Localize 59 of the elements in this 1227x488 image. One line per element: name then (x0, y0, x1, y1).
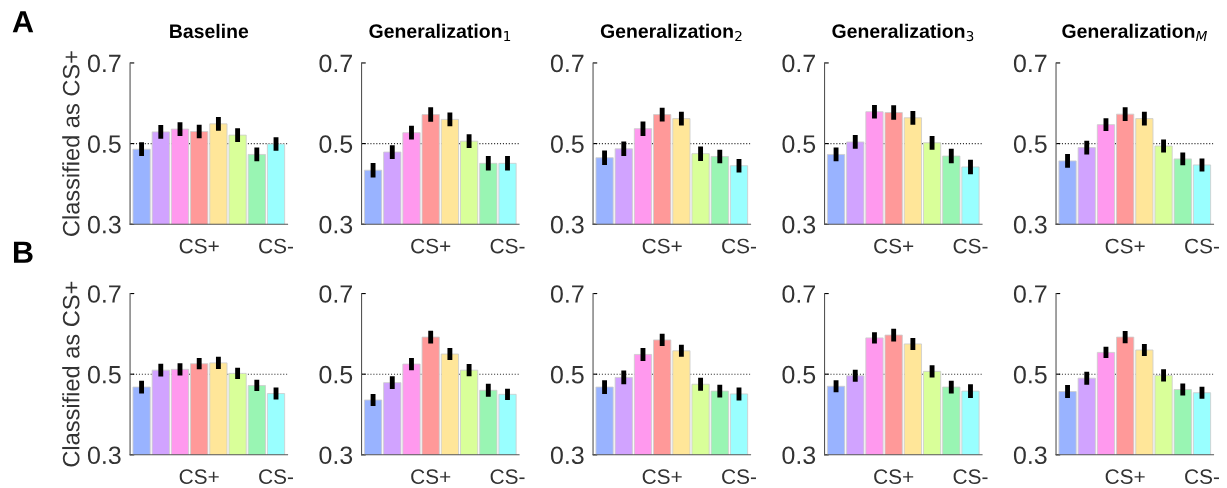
y-tick-label: 0.3 (87, 446, 121, 465)
y-tick-label: 0.7 (87, 285, 121, 303)
text: A (12, 11, 34, 33)
x-tick-label: CS+ (411, 469, 451, 485)
y-tick-label: 0.3 (319, 446, 353, 465)
x-tick-label: CS+ (642, 469, 682, 485)
chart-title: Baseline (170, 23, 249, 39)
x-tick-label: CS- (490, 238, 525, 254)
x-tick-label: CS+ (642, 238, 682, 254)
chart-title: Generalization$_{M}$ (1062, 23, 1208, 42)
y-tick-label: 0.7 (87, 54, 121, 73)
y-tick-label: 0.5 (550, 365, 584, 384)
x-tick-label: CS- (722, 469, 757, 485)
x-tick-label: CS- (259, 238, 294, 254)
y-tick-label: 0.7 (1013, 54, 1047, 73)
y-tick-label: 0.3 (87, 215, 121, 234)
x-tick-label: CS+ (1105, 238, 1145, 254)
x-tick-label: CS- (953, 238, 988, 254)
x-tick-label: CS+ (874, 238, 914, 254)
y-tick-label: 0.5 (782, 365, 816, 384)
y-tick-label: 0.5 (782, 135, 816, 153)
y-tick-label: 0.7 (550, 54, 584, 73)
y-tick-label: 0.5 (87, 135, 121, 153)
y-tick-label: 0.5 (1013, 365, 1047, 384)
x-tick-label: CS- (953, 469, 988, 485)
x-tick-label: CS+ (874, 469, 914, 485)
x-tick-label: CS+ (179, 469, 219, 485)
y-tick-label: 0.3 (782, 215, 816, 234)
y-tick-label: 0.3 (1013, 215, 1047, 234)
y-tick-label: 0.3 (550, 215, 584, 234)
text: B (13, 241, 33, 263)
x-tick-label: CS- (1185, 238, 1219, 254)
y-tick-label: 0.7 (782, 285, 815, 303)
y-tick-label: 0.5 (87, 365, 121, 384)
y-tick-label: 0.5 (319, 365, 353, 384)
x-tick-label: CS+ (179, 238, 219, 254)
y-axis-title: Classified as CS+ (62, 281, 80, 467)
chart-title: Generalization$_{3}$ (832, 23, 974, 42)
x-tick-label: CS+ (1105, 469, 1145, 485)
x-tick-label: CS- (259, 469, 294, 485)
y-tick-label: 0.3 (1013, 446, 1047, 465)
y-tick-label: 0.7 (550, 285, 584, 303)
y-tick-label: 0.7 (319, 54, 352, 73)
y-tick-label: 0.7 (1013, 285, 1047, 303)
y-tick-label: 0.7 (782, 54, 815, 73)
chart-title: Generalization$_{2}$ (600, 23, 742, 42)
y-tick-label: 0.3 (550, 446, 584, 465)
x-tick-label: CS- (722, 238, 757, 254)
x-tick-label: CS+ (411, 238, 451, 254)
y-axis-title: Classified as CS+ (62, 51, 80, 236)
y-tick-label: 0.7 (319, 285, 352, 303)
x-tick-label: CS- (490, 469, 525, 485)
y-tick-label: 0.3 (782, 446, 816, 465)
y-tick-label: 0.5 (550, 135, 584, 153)
y-tick-label: 0.5 (319, 135, 353, 153)
y-tick-label: 0.5 (1013, 135, 1047, 153)
chart-title: Generalization$_{1}$ (369, 23, 511, 42)
x-tick-label: CS- (1185, 469, 1219, 485)
y-tick-label: 0.3 (319, 215, 353, 234)
